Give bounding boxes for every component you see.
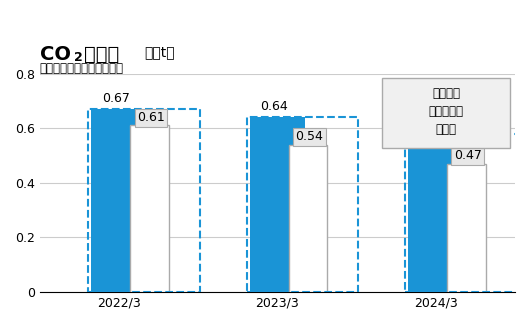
Bar [447, 164, 485, 292]
Text: 0.54: 0.54 [296, 130, 323, 143]
Text: （千t）: （千t） [144, 45, 175, 59]
Bar [405, 134, 517, 292]
Text: グリーン
エネルギー
控除後: グリーン エネルギー 控除後 [429, 87, 464, 136]
Bar [250, 117, 305, 292]
Bar [91, 109, 147, 292]
Text: 2: 2 [74, 51, 83, 64]
Text: 0.58: 0.58 [419, 117, 447, 130]
Text: 0.67: 0.67 [102, 92, 130, 105]
Bar [88, 109, 200, 292]
Text: 0.61: 0.61 [137, 111, 165, 124]
FancyBboxPatch shape [382, 78, 510, 148]
Bar [288, 145, 328, 292]
Text: CO: CO [40, 45, 71, 64]
Text: （生産数量１億錠あたり）: （生産数量１億錠あたり） [40, 61, 124, 74]
Bar [130, 125, 169, 292]
Text: 0.64: 0.64 [260, 100, 288, 113]
Text: 0.47: 0.47 [454, 150, 482, 162]
Text: 排出量: 排出量 [84, 45, 119, 64]
Bar [246, 117, 358, 292]
Bar [408, 134, 464, 292]
